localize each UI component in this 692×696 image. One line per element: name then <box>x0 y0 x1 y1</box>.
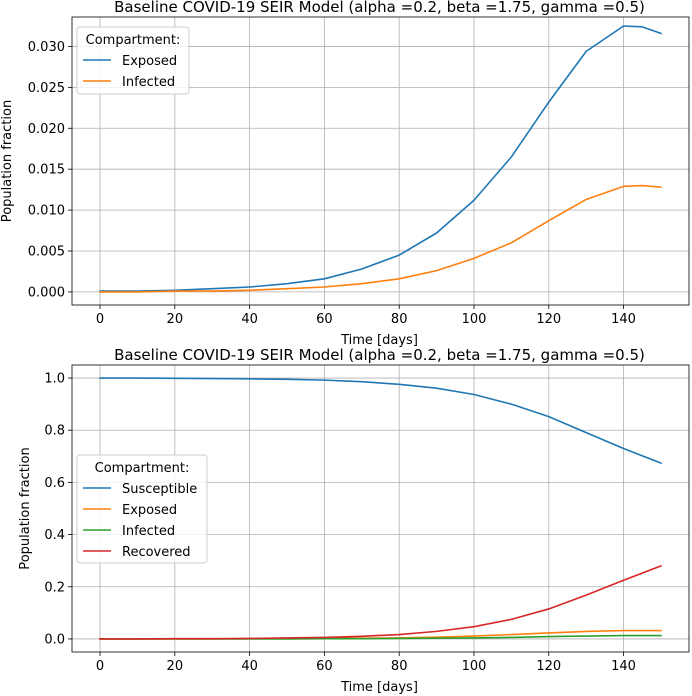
x-tick-label: 120 <box>536 312 561 327</box>
y-tick-label: 0.6 <box>44 476 65 491</box>
series-line-susceptible <box>99 377 662 465</box>
y-tick-label: 0.015 <box>28 163 65 178</box>
series-line-infected <box>99 184 662 293</box>
x-tick-label: 0 <box>96 659 104 674</box>
y-tick-label: 0.020 <box>28 122 65 137</box>
y-tick-label: 0.8 <box>44 424 65 439</box>
x-tick-label: 100 <box>462 659 487 674</box>
legend-label-infected: Infected <box>122 75 175 90</box>
y-tick-label: 0.030 <box>28 40 65 55</box>
x-tick-label: 60 <box>316 312 333 327</box>
legend-label-infected: Infected <box>122 524 175 539</box>
x-tick-label: 40 <box>241 659 258 674</box>
x-axis-label: Time [days] <box>340 680 418 695</box>
x-tick-label: 60 <box>316 659 333 674</box>
legend-box <box>76 26 190 95</box>
y-tick-label: 0.010 <box>28 204 65 219</box>
chart-title: Baseline COVID-19 SEIR Model (alpha =0.2… <box>114 0 645 16</box>
x-axis-label: Time [days] <box>340 333 418 348</box>
legend-label-exposed: Exposed <box>122 503 177 518</box>
y-tick-label: 0.4 <box>44 528 65 543</box>
x-tick-label: 20 <box>167 659 184 674</box>
legend-label-susceptible: Susceptible <box>122 482 197 497</box>
axes-frame <box>71 364 690 653</box>
y-tick-label: 0.005 <box>28 245 65 260</box>
legend-box <box>76 454 208 564</box>
x-tick-label: 100 <box>462 312 487 327</box>
x-tick-label: 140 <box>611 312 636 327</box>
x-tick-label: 20 <box>167 312 184 327</box>
axes-frame <box>71 16 690 306</box>
legend-label-exposed: Exposed <box>122 54 177 69</box>
series-line-recovered <box>99 564 662 640</box>
x-tick-label: 140 <box>611 659 636 674</box>
x-tick-label: 80 <box>391 659 408 674</box>
legend-title: Compartment: <box>86 33 181 48</box>
x-tick-label: 120 <box>536 659 561 674</box>
y-tick-label: 0.2 <box>44 580 65 595</box>
series-line-exposed <box>99 25 662 292</box>
y-tick-label: 1.0 <box>44 372 65 387</box>
y-tick-label: 0.025 <box>28 81 65 96</box>
x-tick-label: 40 <box>241 312 258 327</box>
y-axis-label: Population fraction <box>18 447 33 569</box>
legend-label-recovered: Recovered <box>122 545 191 560</box>
x-tick-label: 0 <box>96 312 104 327</box>
x-tick-label: 80 <box>391 312 408 327</box>
y-tick-label: 0.000 <box>28 285 65 300</box>
legend-title: Compartment: <box>95 461 190 476</box>
y-axis-label: Population fraction <box>0 100 15 222</box>
y-tick-label: 0.0 <box>44 632 65 647</box>
chart-title: Baseline COVID-19 SEIR Model (alpha =0.2… <box>114 346 645 364</box>
